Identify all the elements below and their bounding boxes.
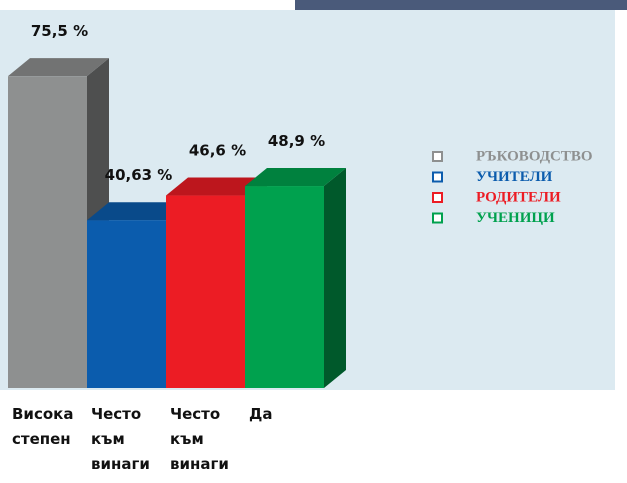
legend-marker	[433, 152, 442, 161]
bar	[8, 76, 87, 388]
value-label: 46,6 %	[189, 142, 246, 160]
bar	[166, 196, 245, 388]
value-label: 75,5 %	[31, 22, 88, 40]
value-label: 48,9 %	[268, 132, 325, 150]
x-tick-label: Често към винаги	[170, 402, 250, 477]
legend-label: УЧИТЕЛИ	[476, 169, 553, 185]
bar-side	[324, 168, 346, 388]
x-tick-label: Често към винаги	[91, 402, 171, 477]
legend-marker	[433, 214, 442, 223]
legend-label: РЪКОВОДСТВО	[476, 148, 593, 164]
legend-marker	[433, 193, 442, 202]
bar	[87, 220, 166, 388]
x-tick-label: Висока степен	[12, 402, 92, 452]
value-label: 40,63 %	[105, 166, 173, 184]
legend-label: РОДИТЕЛИ	[476, 189, 561, 205]
page: 75,5 % 40,63 % 46,6 % 48,9 % РЪКОВОДСТВО УЧИТ…	[0, 0, 627, 483]
photo-fragment	[295, 0, 627, 10]
bar	[245, 186, 324, 388]
x-tick-label: Да	[249, 402, 329, 427]
legend-label: УЧЕНИЦИ	[476, 210, 555, 226]
legend-marker	[433, 173, 442, 182]
